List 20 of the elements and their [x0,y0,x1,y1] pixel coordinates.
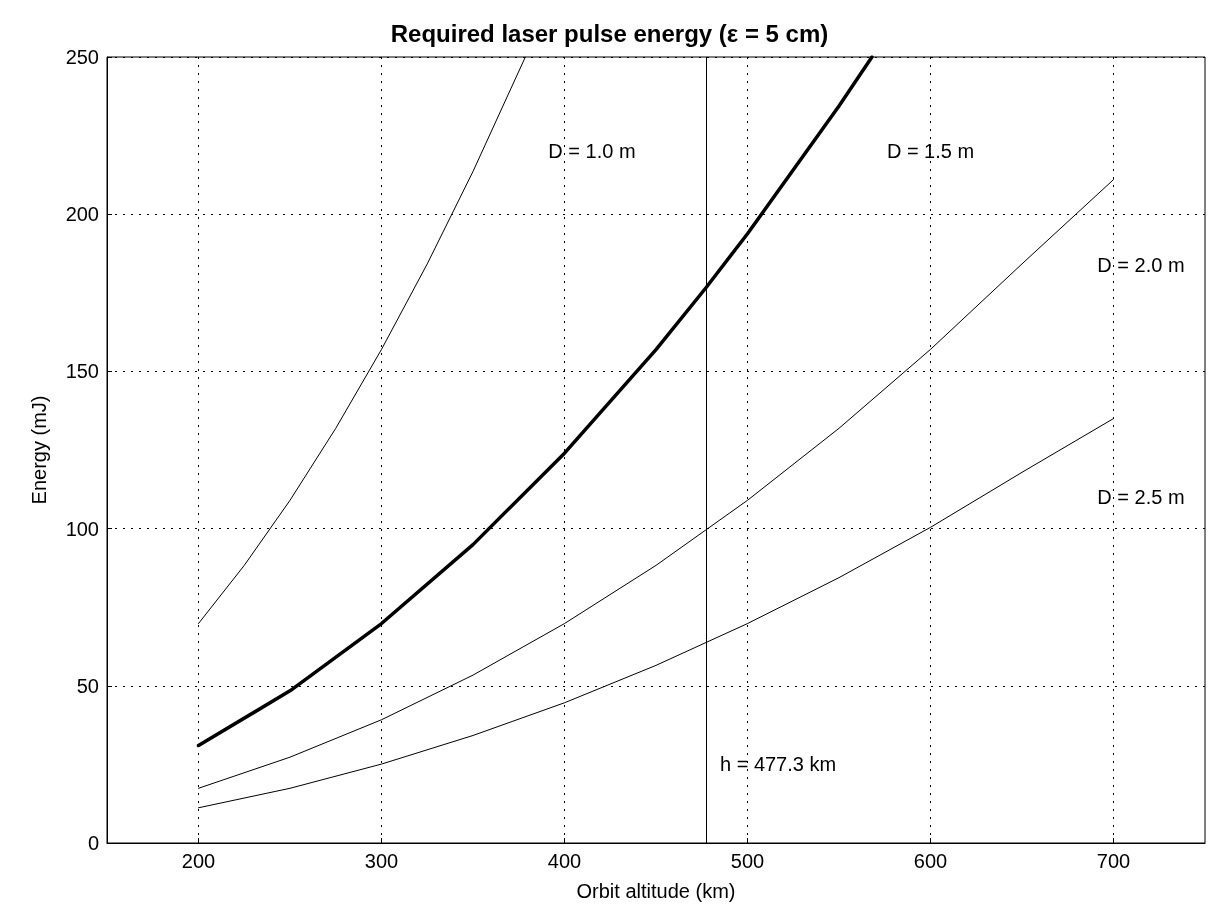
y-tick-label: 0 [87,832,99,854]
y-tick-label: 250 [65,46,99,68]
x-tick-label: 700 [1096,850,1131,872]
x-tick-label: 500 [730,850,765,872]
x-tick-label: 600 [913,850,948,872]
text: D = 2.5 m [1097,486,1185,509]
x-axis-title: Orbit altitude (km) [576,880,736,902]
y-tick-label: 50 [76,674,99,697]
x-tick-label: 300 [364,850,399,872]
text: D = 1.0 m [548,140,636,163]
x-tick-label: 200 [181,850,216,872]
chart-title: Required laser pulse energy (ε = 5 cm) [390,19,829,47]
y-axis-title: Energy (mJ) [28,395,50,505]
text: D = 1.5 m [886,140,975,163]
x-tick-label: 400 [547,850,582,872]
ref-line-label: h = 477.3 km [719,753,837,776]
y-tick-label: 100 [65,517,99,540]
y-tick-label: 200 [65,203,99,226]
y-tick-label: 150 [65,360,99,383]
text: D = 2.0 m [1097,253,1185,276]
